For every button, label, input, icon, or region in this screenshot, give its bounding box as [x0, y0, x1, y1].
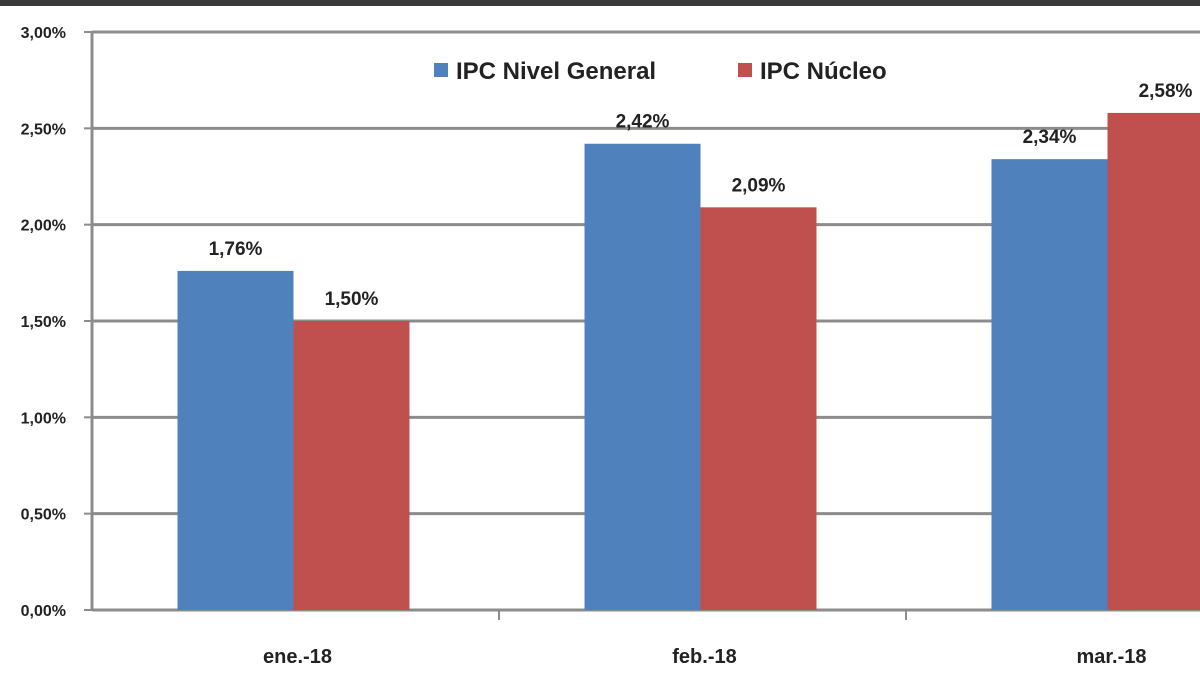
legend-label: IPC Nivel General [456, 58, 656, 85]
bar [178, 271, 294, 610]
x-tick-label: ene.-18 [263, 646, 332, 668]
legend-label: IPC Núcleo [760, 58, 887, 85]
y-tick-label: 2,50% [21, 121, 66, 138]
y-tick-label: 1,50% [21, 314, 66, 331]
y-tick-label: 0,00% [21, 603, 66, 620]
bar [294, 321, 410, 610]
legend-swatch [738, 63, 752, 77]
data-label: 1,76% [209, 239, 263, 260]
top-border [0, 0, 1200, 6]
x-tick-label: mar.-18 [1076, 646, 1146, 668]
y-tick-label: 3,00% [21, 25, 66, 42]
data-label: 2,42% [616, 112, 670, 133]
bar [585, 144, 701, 610]
bar [701, 207, 817, 610]
data-label: 2,34% [1023, 127, 1077, 148]
data-label: 2,58% [1139, 81, 1193, 102]
data-label: 1,50% [325, 289, 379, 310]
y-tick-label: 2,00% [21, 218, 66, 235]
x-tick-label: feb.-18 [672, 646, 736, 668]
y-tick-label: 1,00% [21, 410, 66, 427]
data-label: 2,09% [732, 175, 786, 196]
bar [992, 159, 1108, 610]
bar [1108, 113, 1200, 610]
legend-swatch [434, 63, 448, 77]
y-tick-label: 0,50% [21, 507, 66, 524]
